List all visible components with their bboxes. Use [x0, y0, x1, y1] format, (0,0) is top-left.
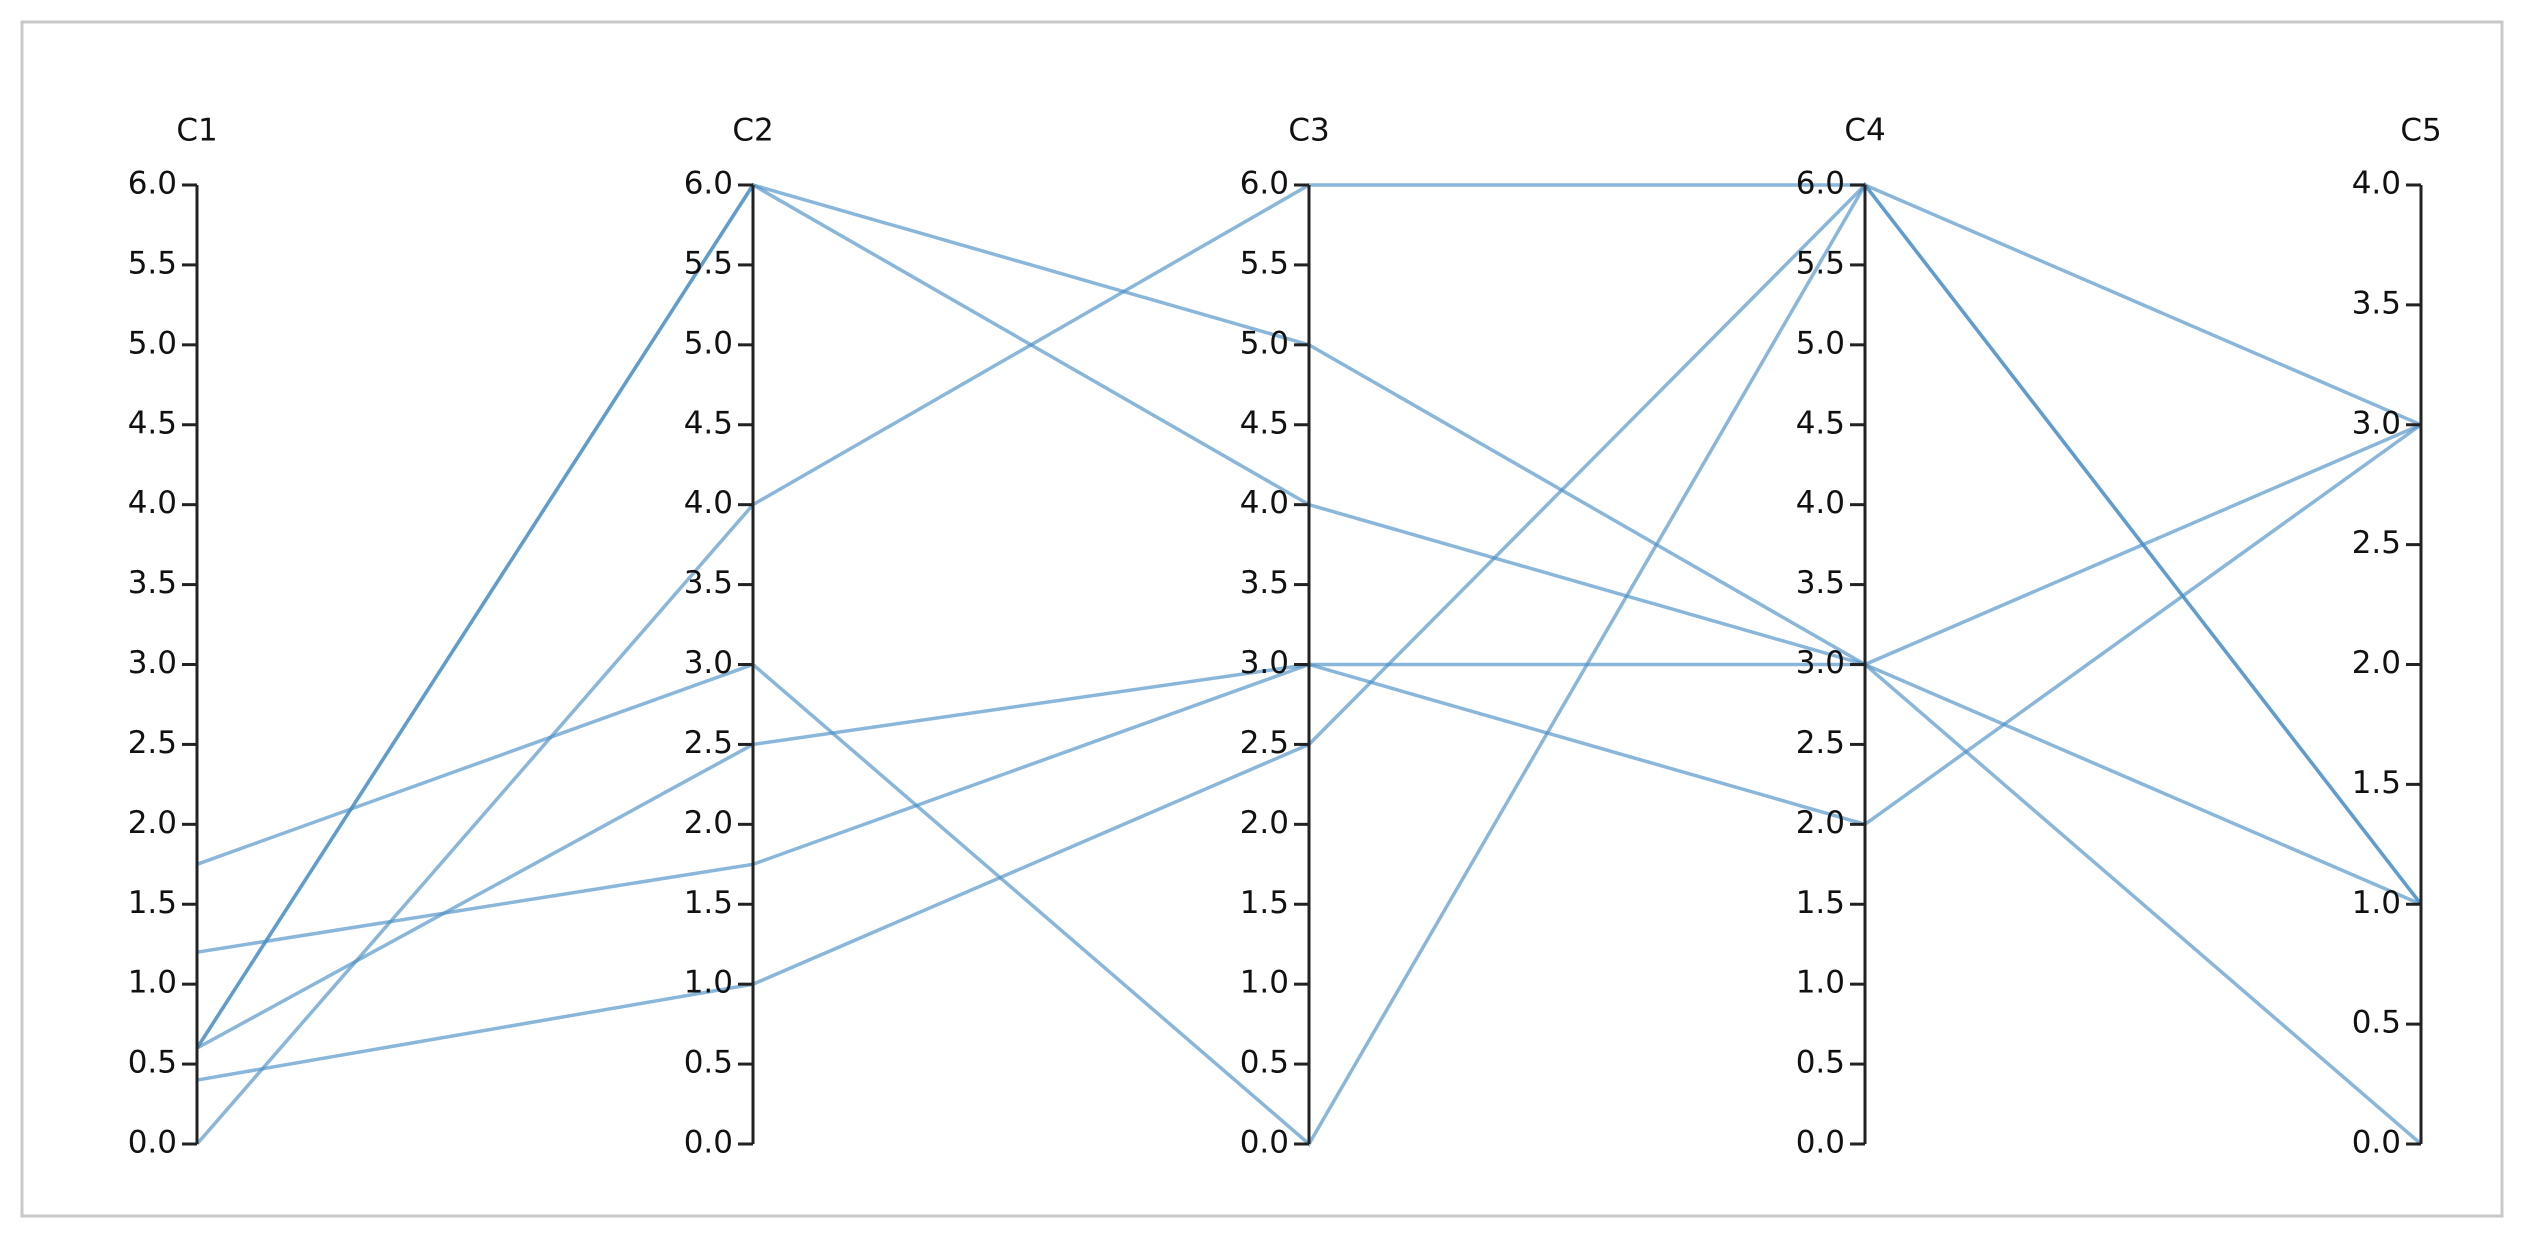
tick-label: 3.5 [128, 565, 177, 601]
tick-label: 1.5 [128, 885, 177, 921]
tick-label: 0.5 [128, 1045, 177, 1081]
tick-label: 4.0 [1796, 485, 1845, 521]
tick-label: 0.5 [1796, 1045, 1845, 1081]
tick-label: 5.5 [128, 245, 177, 281]
tick-label: 3.5 [1240, 565, 1289, 601]
axis-title: C1 [176, 113, 217, 149]
tick-label: 3.0 [2352, 405, 2401, 441]
tick-label: 1.0 [684, 965, 733, 1001]
axis-title: C4 [1844, 113, 1885, 149]
axis-title: C5 [2400, 113, 2441, 149]
frame [20, 20, 2504, 1218]
tick-label: 2.5 [128, 725, 177, 761]
tick-label: 1.0 [2352, 885, 2401, 921]
tick-label: 0.5 [2352, 1005, 2401, 1041]
tick-label: 2.5 [1240, 725, 1289, 761]
tick-label: 4.0 [1240, 485, 1289, 521]
tick-label: 5.0 [1796, 325, 1845, 361]
tick-label: 5.5 [1240, 245, 1289, 281]
tick-label: 3.0 [1240, 645, 1289, 681]
tick-label: 1.5 [684, 885, 733, 921]
tick-label: 0.5 [1240, 1045, 1289, 1081]
tick-label: 5.5 [1796, 245, 1845, 281]
tick-label: 3.0 [128, 645, 177, 681]
tick-label: 5.0 [128, 325, 177, 361]
tick-label: 2.0 [684, 805, 733, 841]
tick-label: 5.0 [684, 325, 733, 361]
tick-label: 0.0 [1240, 1125, 1289, 1161]
tick-label: 3.0 [684, 645, 733, 681]
tick-label: 2.5 [684, 725, 733, 761]
tick-label: 3.5 [1796, 565, 1845, 601]
tick-label: 6.0 [684, 166, 733, 202]
tick-label: 1.5 [1240, 885, 1289, 921]
tick-label: 4.0 [684, 485, 733, 521]
tick-label: 4.0 [128, 485, 177, 521]
tick-label: 4.5 [128, 405, 177, 441]
tick-label: 0.5 [684, 1045, 733, 1081]
axis-title: C3 [1288, 113, 1329, 149]
tick-label: 0.0 [2352, 1125, 2401, 1161]
tick-label: 4.5 [1240, 405, 1289, 441]
tick-label: 5.0 [1240, 325, 1289, 361]
tick-label: 5.5 [684, 245, 733, 281]
axis-title: C2 [732, 113, 773, 149]
tick-label: 2.0 [1240, 805, 1289, 841]
tick-label: 2.5 [1796, 725, 1845, 761]
tick-label: 4.0 [2352, 166, 2401, 202]
tick-label: 1.5 [1796, 885, 1845, 921]
tick-label: 3.5 [684, 565, 733, 601]
tick-label: 2.5 [2352, 525, 2401, 561]
tick-label: 0.0 [684, 1125, 733, 1161]
tick-label: 4.5 [684, 405, 733, 441]
tick-label: 0.0 [1796, 1125, 1845, 1161]
tick-label: 1.5 [2352, 765, 2401, 801]
tick-label: 6.0 [1796, 166, 1845, 202]
tick-label: 4.5 [1796, 405, 1845, 441]
tick-label: 3.5 [2352, 285, 2401, 321]
tick-label: 0.0 [128, 1125, 177, 1161]
tick-label: 1.0 [128, 965, 177, 1001]
tick-label: 1.0 [1796, 965, 1845, 1001]
tick-label: 6.0 [1240, 166, 1289, 202]
tick-label: 1.0 [1240, 965, 1289, 1001]
tick-label: 6.0 [128, 166, 177, 202]
tick-label: 3.0 [1796, 645, 1845, 681]
tick-label: 2.0 [1796, 805, 1845, 841]
tick-label: 2.0 [2352, 645, 2401, 681]
tick-label: 2.0 [128, 805, 177, 841]
